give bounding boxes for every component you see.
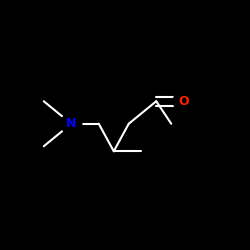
Circle shape [61, 113, 82, 134]
Text: O: O [178, 95, 189, 108]
Circle shape [173, 91, 194, 112]
Text: N: N [66, 117, 76, 130]
